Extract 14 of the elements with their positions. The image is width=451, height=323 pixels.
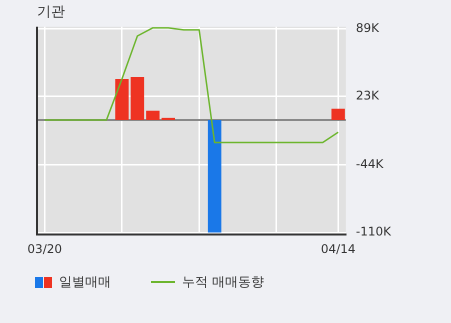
bar [208,120,222,233]
x-tick-label: 03/20 [27,242,62,256]
chart-title: 기관 [37,4,65,20]
bar [130,76,144,120]
x-tick-label: 04/14 [320,242,356,256]
y-tick-label: -110K [356,224,392,239]
bar [331,108,345,120]
y-tick-label: 23K [356,88,380,103]
y-tick-label: 89K [356,20,380,35]
legend-label: 일별매매 [59,274,111,291]
bar [115,79,129,120]
bar [146,110,160,120]
legend-label: 누적 매매동향 [182,274,264,291]
y-tick-label: -44K [356,157,384,172]
